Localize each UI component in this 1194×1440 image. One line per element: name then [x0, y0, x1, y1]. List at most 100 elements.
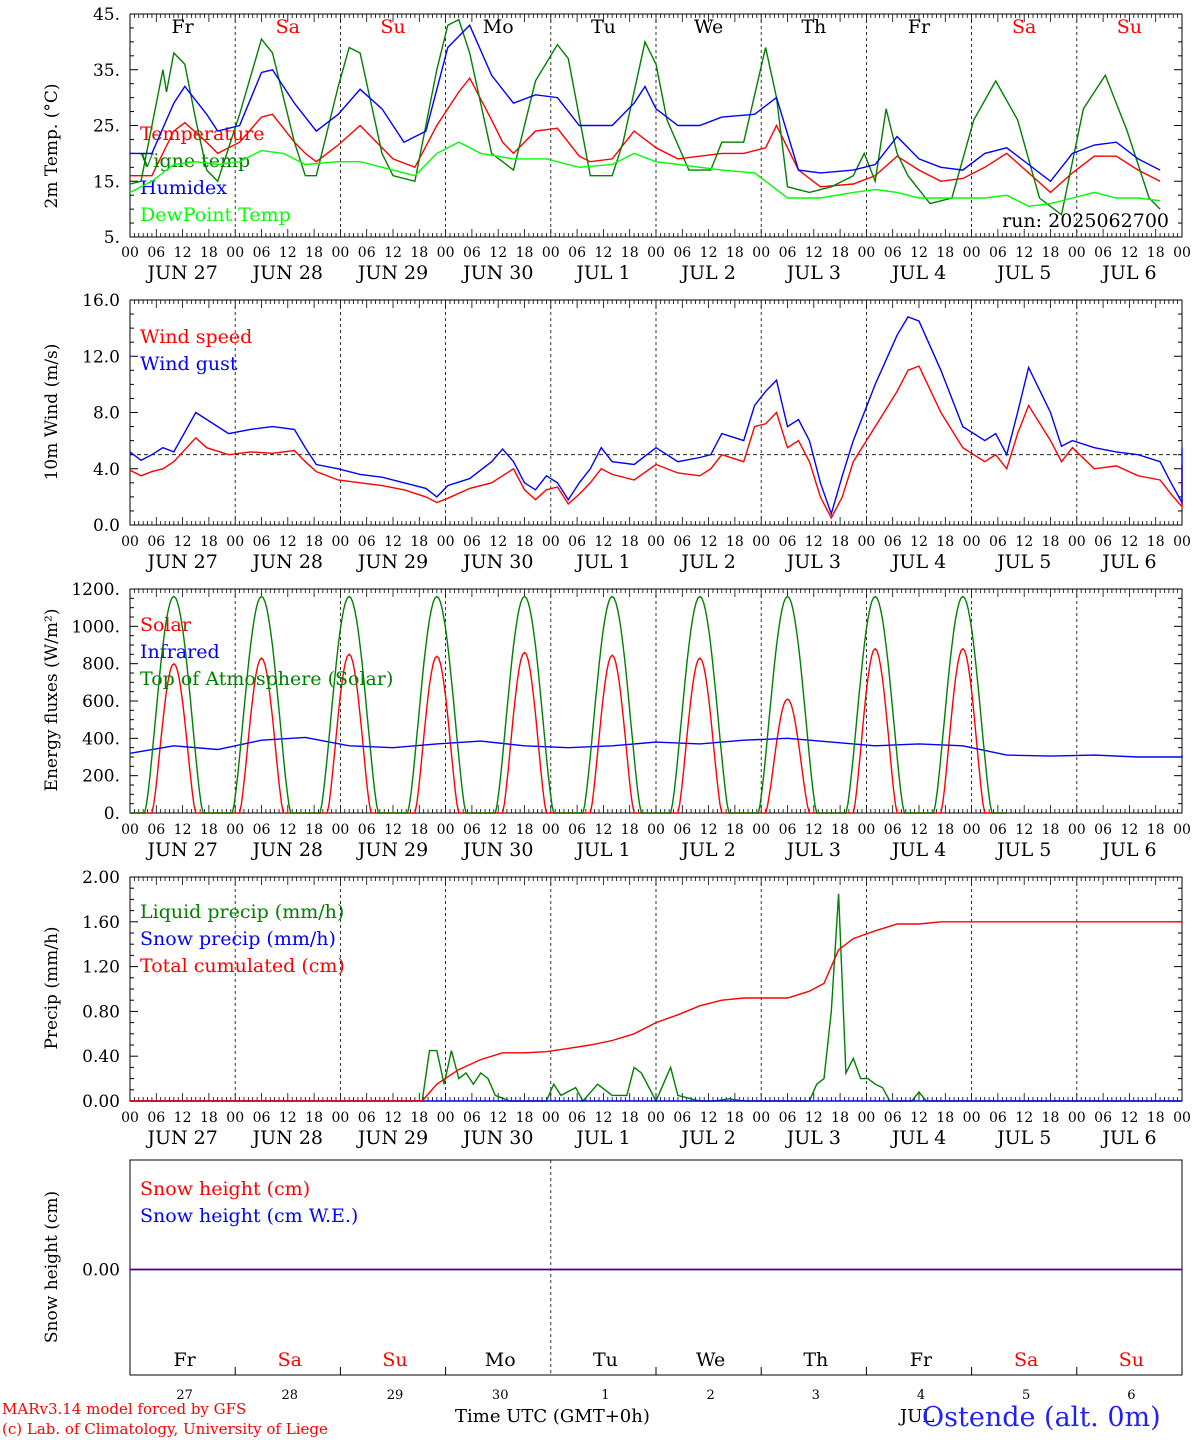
- legend-entry: DewPoint Temp: [140, 204, 291, 226]
- day-number-label: 6: [1127, 1388, 1135, 1403]
- hour-tick-label: 18: [1147, 1110, 1165, 1126]
- hour-tick-label: 06: [884, 822, 902, 838]
- hour-tick-label: 12: [1120, 534, 1138, 550]
- hour-tick-label: 00: [1173, 245, 1191, 261]
- y-tick-label: 0.00: [82, 1261, 120, 1281]
- hour-tick-label: 06: [358, 822, 376, 838]
- hour-tick-label: 12: [174, 245, 192, 261]
- hour-tick-label: 12: [594, 245, 612, 261]
- hour-tick-label: 12: [700, 1110, 718, 1126]
- hour-tick-label: 12: [489, 822, 507, 838]
- date-label: JUN 27: [145, 1127, 217, 1149]
- hour-tick-label: 18: [305, 534, 323, 550]
- date-label: JUL 5: [995, 262, 1051, 284]
- y-axis-label: Snow height (cm): [42, 1191, 62, 1343]
- date-label: JUN 30: [461, 262, 533, 284]
- hour-tick-label: 12: [279, 1110, 297, 1126]
- legend-entry: Infrared: [140, 641, 220, 663]
- date-label: JUL 3: [785, 1127, 841, 1149]
- series-line: [130, 23, 1161, 183]
- hour-tick-label: 06: [358, 245, 376, 261]
- hour-tick-label: 06: [568, 822, 586, 838]
- y-axis-label: 2m Temp. (°C): [42, 83, 62, 208]
- date-label: JUL 4: [890, 551, 946, 573]
- hour-tick-label: 06: [884, 1110, 902, 1126]
- month-marker: JUL: [900, 1406, 935, 1427]
- hour-tick-label: 12: [1120, 822, 1138, 838]
- hour-tick-label: 12: [384, 822, 402, 838]
- date-label: JUL 2: [679, 262, 735, 284]
- day-of-week-label: Th: [801, 16, 826, 38]
- hour-tick-label: 00: [752, 245, 770, 261]
- hour-tick-label: 18: [410, 534, 428, 550]
- hour-tick-label: 06: [673, 822, 691, 838]
- legend-entry: Top of Atmosphere (Solar): [140, 668, 393, 690]
- day-of-week-label: Fr: [173, 1349, 196, 1371]
- hour-tick-label: 00: [857, 1110, 875, 1126]
- day-of-week-label: Fr: [910, 1349, 933, 1371]
- y-axis-label: Energy fluxes (W/m²): [42, 609, 62, 792]
- hour-tick-label: 00: [542, 245, 560, 261]
- hour-tick-label: 12: [910, 1110, 928, 1126]
- hour-tick-label: 06: [568, 534, 586, 550]
- hour-tick-label: 00: [647, 1110, 665, 1126]
- legend-entry: Total cumulated (cm): [140, 955, 345, 977]
- hour-tick-label: 00: [331, 245, 349, 261]
- hour-tick-label: 06: [1094, 822, 1112, 838]
- hour-tick-label: 18: [726, 534, 744, 550]
- y-tick-label: 5.: [104, 228, 120, 248]
- hour-tick-label: 00: [963, 245, 981, 261]
- hour-tick-label: 00: [647, 245, 665, 261]
- series-line: [129, 18, 1161, 216]
- legend-entry: Snow height (cm W.E.): [140, 1205, 358, 1227]
- date-label: JUN 29: [356, 262, 428, 284]
- hour-tick-label: 06: [147, 245, 165, 261]
- hour-tick-label: 06: [463, 1110, 481, 1126]
- day-number-label: 30: [492, 1388, 509, 1403]
- hour-tick-label: 00: [121, 534, 139, 550]
- hour-tick-label: 12: [279, 245, 297, 261]
- y-tick-label: 1200.: [71, 580, 120, 600]
- hour-tick-label: 18: [831, 822, 849, 838]
- series-line: [129, 141, 1161, 208]
- hour-tick-label: 00: [437, 534, 455, 550]
- day-of-week-label: Su: [382, 1349, 407, 1371]
- hour-tick-label: 00: [857, 534, 875, 550]
- hour-tick-label: 12: [700, 822, 718, 838]
- day-of-week-label: Tu: [593, 1349, 618, 1371]
- y-tick-label: 1000.: [71, 617, 120, 637]
- hour-tick-label: 00: [226, 1110, 244, 1126]
- date-label: JUN 30: [461, 1127, 533, 1149]
- hour-tick-label: 06: [989, 822, 1007, 838]
- hour-tick-label: 00: [752, 1110, 770, 1126]
- hour-tick-label: 18: [516, 1110, 534, 1126]
- hour-tick-label: 06: [358, 1110, 376, 1126]
- date-label: JUL 3: [785, 839, 841, 861]
- date-label: JUL 6: [1100, 262, 1156, 284]
- date-label: JUL 5: [995, 1127, 1051, 1149]
- hour-tick-label: 12: [1120, 1110, 1138, 1126]
- hour-tick-label: 12: [1015, 822, 1033, 838]
- hour-tick-label: 06: [779, 534, 797, 550]
- hour-tick-label: 00: [121, 1110, 139, 1126]
- hour-tick-label: 00: [437, 822, 455, 838]
- date-label: JUN 30: [461, 551, 533, 573]
- hour-tick-label: 06: [673, 534, 691, 550]
- day-number-label: 4: [917, 1388, 925, 1403]
- hour-tick-label: 18: [410, 1110, 428, 1126]
- legend-entry: Liquid precip (mm/h): [140, 901, 344, 923]
- hour-tick-label: 06: [1094, 534, 1112, 550]
- y-tick-label: 0.: [104, 804, 120, 824]
- hour-tick-label: 12: [910, 534, 928, 550]
- hour-tick-label: 18: [831, 245, 849, 261]
- date-label: JUN 27: [145, 551, 217, 573]
- day-of-week-label: Su: [380, 16, 405, 38]
- hour-tick-label: 06: [147, 822, 165, 838]
- day-number-label: 2: [706, 1388, 714, 1403]
- panel-5: 0.00 Snow height (cm) Snow height (cm) Snow…: [42, 1159, 1183, 1403]
- y-tick-label: 400.: [82, 729, 120, 749]
- hour-tick-label: 00: [963, 534, 981, 550]
- hour-tick-label: 06: [1094, 1110, 1112, 1126]
